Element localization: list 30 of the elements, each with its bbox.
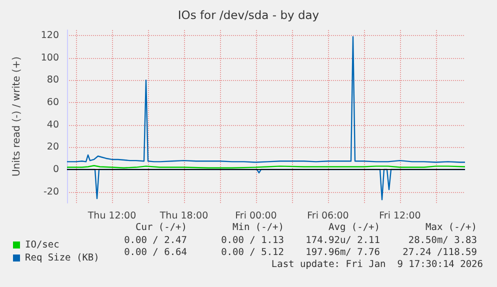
y-tick-label: 20 [46,142,59,153]
x-tick-label: Thu 18:00 [158,210,208,222]
text: 0.00 / 5.12 [221,247,284,258]
text: 0.00 / 2.47 [124,235,187,246]
x-tick-label: Fri 06:00 [307,210,349,222]
text: Max (-/+) [426,222,477,233]
text: Avg (-/+) [328,222,380,233]
text: Last update: Fri Jan 9 17:30:14 2026 [271,259,483,270]
y-tick-label: 40 [46,119,59,130]
text: 27.24 /118.59 [402,247,477,258]
legend-label: Req Size (KB) [25,252,100,264]
text: 28.50m/ 3.83 [408,235,477,246]
x-tick-label: Thu 12:00 [86,210,136,222]
text: 0.00 / 1.13 [221,235,284,246]
y-axis-title: Units read (-) / write (+) [12,56,22,177]
text: Min (-/+) [232,222,284,233]
y-tick-label: -20 [43,186,59,198]
y-tick-label: 120 [40,30,59,42]
y-tick-label: 60 [46,97,59,108]
text: 174.92u/ 2.11 [306,235,380,246]
y-tick-label: 100 [40,52,59,64]
legend-label: IO/sec [25,240,60,250]
chart-title: IOs for /dev/sda - by day [178,8,320,22]
x-tick-label: Fri 12:00 [379,210,421,222]
text: 0.00 / 6.64 [124,247,187,258]
text: Cur (-/+) [136,222,187,233]
y-tick-label: 80 [46,74,59,86]
x-tick-label: Fri 00:00 [235,210,277,222]
y-tick-label: 0 [52,164,59,176]
text: 197.96m/ 7.76 [306,247,380,258]
